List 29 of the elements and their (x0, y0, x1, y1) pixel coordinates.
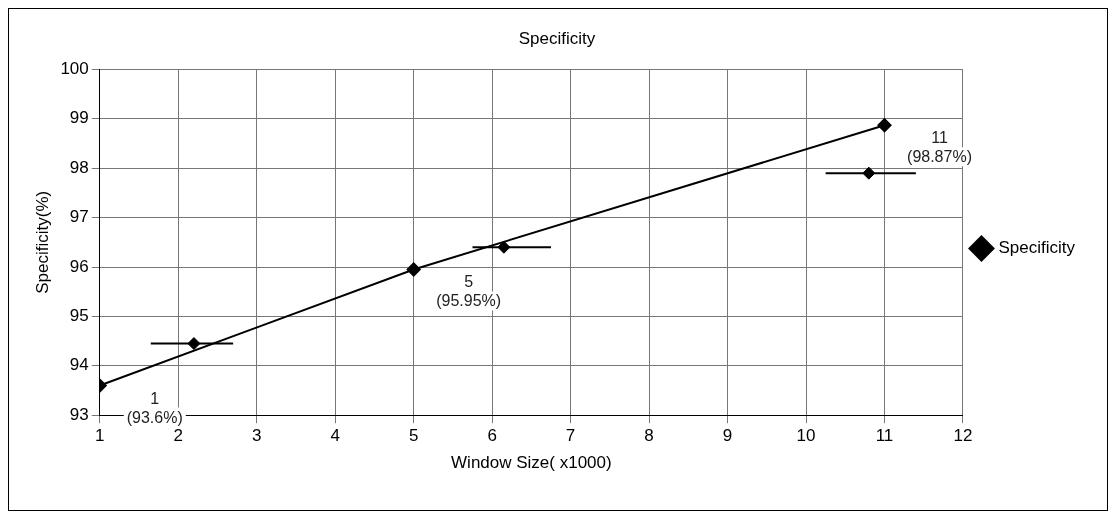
y-tick-label: 93 (69, 404, 89, 424)
x-tick-label: 2 (173, 426, 183, 446)
y-tick-label: 98 (69, 157, 89, 177)
y-axis-title: Specificity(%) (32, 190, 52, 294)
chart-title: Specificity (518, 28, 596, 48)
y-tick-label: 100 (60, 59, 89, 79)
y-tick-label: 94 (69, 355, 89, 375)
x-tick-label: 11 (875, 426, 894, 446)
x-tick-label: 4 (330, 426, 340, 446)
x-tick-label: 1 (95, 426, 105, 446)
legend-label: Specificity (998, 238, 1076, 258)
point (877, 118, 892, 133)
y-tick-label: 95 (69, 306, 89, 326)
x-axis-title: Window Size( x1000) (451, 453, 612, 473)
y-tick-label: 97 (69, 207, 89, 227)
x-tick-label: 9 (722, 426, 733, 446)
x-tick-label: 5 (408, 426, 419, 446)
point (406, 262, 421, 277)
annotation: 11 (98.87%) (907, 129, 972, 166)
annotation: 5 (95.95%) (436, 273, 502, 310)
x-tick-label: 8 (644, 426, 654, 446)
annotation: 1 (93.6%) (126, 389, 183, 426)
y-tick-label: 96 (69, 256, 89, 276)
y-tick-label: 99 (69, 108, 89, 128)
x-tick-label: 3 (251, 426, 262, 446)
x-tick-label: 6 (487, 426, 497, 446)
x-tick-label: 7 (565, 426, 576, 446)
x-tick-label: 12 (953, 426, 973, 446)
x-tick-label: 10 (796, 426, 816, 446)
